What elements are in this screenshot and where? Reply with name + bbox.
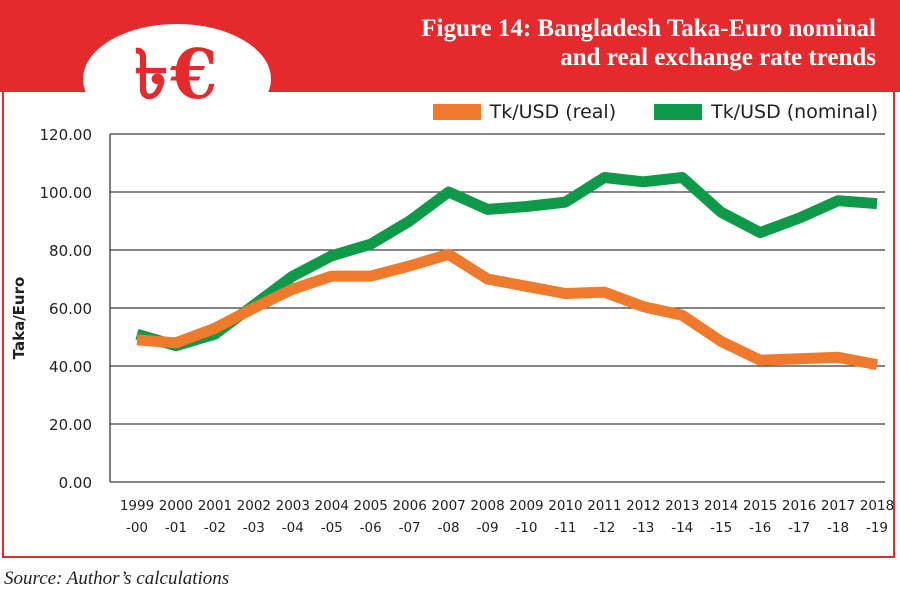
legend-item-real: Tk/USD (real) bbox=[432, 101, 617, 123]
y-tick-label: 80.00 bbox=[49, 242, 92, 260]
x-tick-label-year: 2007 bbox=[431, 498, 465, 514]
line-chart: 0.00 20.00 40.00 60.00 80.00 100.00 120.00 Taka… bbox=[10, 126, 894, 536]
x-tick-label-suffix: -14 bbox=[671, 520, 693, 536]
x-tick-label-year: 2005 bbox=[354, 498, 388, 514]
x-tick-label-suffix: -15 bbox=[710, 520, 732, 536]
x-tick-label-suffix: -06 bbox=[360, 520, 382, 536]
legend-label-real: Tk/USD (real) bbox=[489, 101, 617, 123]
legend-swatch-nominal bbox=[654, 104, 703, 120]
y-tick-label: 120.00 bbox=[40, 126, 93, 144]
series-line-real bbox=[136, 248, 879, 371]
y-tick-label: 100.00 bbox=[40, 184, 93, 202]
series-line-nominal bbox=[135, 172, 878, 352]
x-tick-label-suffix: -17 bbox=[788, 520, 810, 536]
x-tick-label-suffix: -07 bbox=[399, 520, 421, 536]
x-tick-label-year: 2009 bbox=[509, 498, 543, 514]
x-tick-label-suffix: -00 bbox=[126, 520, 148, 536]
x-tick-label-suffix: -13 bbox=[632, 520, 654, 536]
x-tick-label-year: 2003 bbox=[276, 498, 310, 514]
x-tick-label-year: 2012 bbox=[626, 498, 660, 514]
x-tick-label-suffix: -08 bbox=[438, 520, 460, 536]
x-tick-label-year: 2011 bbox=[587, 498, 621, 514]
y-tick-label: 60.00 bbox=[49, 300, 92, 318]
x-tick-label-suffix: -16 bbox=[749, 520, 771, 536]
x-tick-label-year: 2010 bbox=[548, 498, 582, 514]
taka-euro-icon: ৳€ bbox=[134, 35, 220, 115]
x-tick-label-suffix: -10 bbox=[515, 520, 537, 536]
figure-frame bbox=[2, 2, 895, 558]
y-axis-title: Taka/Euro bbox=[10, 277, 28, 360]
figure-title-line-1: Figure 14: Bangladesh Taka-Euro nominal bbox=[421, 15, 876, 42]
legend-swatch-real bbox=[432, 104, 481, 120]
x-tick-label-year: 2015 bbox=[743, 498, 777, 514]
x-tick-label-year: 2016 bbox=[782, 498, 816, 514]
y-tick-label: 0.00 bbox=[59, 474, 92, 492]
figure-title: Figure 14: Bangladesh Taka-Euro nominal … bbox=[276, 14, 876, 72]
figure-title-line-2: and real exchange rate trends bbox=[560, 44, 876, 71]
legend-label-nominal: Tk/USD (nominal) bbox=[711, 101, 878, 123]
x-tick-label-year: 2013 bbox=[665, 498, 699, 514]
x-tick-label-suffix: -02 bbox=[204, 520, 226, 536]
x-tick-label-year: 2004 bbox=[315, 498, 349, 514]
source-note: Source: Author’s calculations bbox=[4, 568, 230, 589]
x-tick-label-year: 2006 bbox=[392, 498, 426, 514]
x-tick-label-year: 1999 bbox=[120, 498, 154, 514]
y-tick-label: 40.00 bbox=[49, 358, 92, 376]
x-tick-label-year: 2008 bbox=[470, 498, 504, 514]
x-tick-label-year: 2001 bbox=[198, 498, 232, 514]
x-tick-label-suffix: -12 bbox=[593, 520, 615, 536]
x-tick-label-year: 2018 bbox=[860, 498, 894, 514]
y-tick-label: 20.00 bbox=[49, 416, 92, 434]
x-tick-label-suffix: -01 bbox=[165, 520, 187, 536]
x-tick-label-year: 2017 bbox=[821, 498, 855, 514]
x-tick-label-year: 2014 bbox=[704, 498, 738, 514]
x-tick-label-suffix: -09 bbox=[476, 520, 498, 536]
x-tick-label-suffix: -11 bbox=[554, 520, 576, 536]
x-tick-label-suffix: -05 bbox=[321, 520, 343, 536]
chart-legend: Tk/USD (real) Tk/USD (nominal) bbox=[395, 101, 878, 123]
x-tick-label-suffix: -19 bbox=[866, 520, 888, 536]
x-tick-label-suffix: -03 bbox=[243, 520, 265, 536]
x-tick-label-year: 2000 bbox=[159, 498, 193, 514]
x-tick-label-year: 2002 bbox=[237, 498, 271, 514]
currency-logo-badge bbox=[83, 24, 271, 134]
x-tick-label-suffix: -18 bbox=[827, 520, 849, 536]
legend-item-nominal: Tk/USD (nominal) bbox=[654, 101, 878, 123]
x-tick-label-suffix: -04 bbox=[282, 520, 304, 536]
